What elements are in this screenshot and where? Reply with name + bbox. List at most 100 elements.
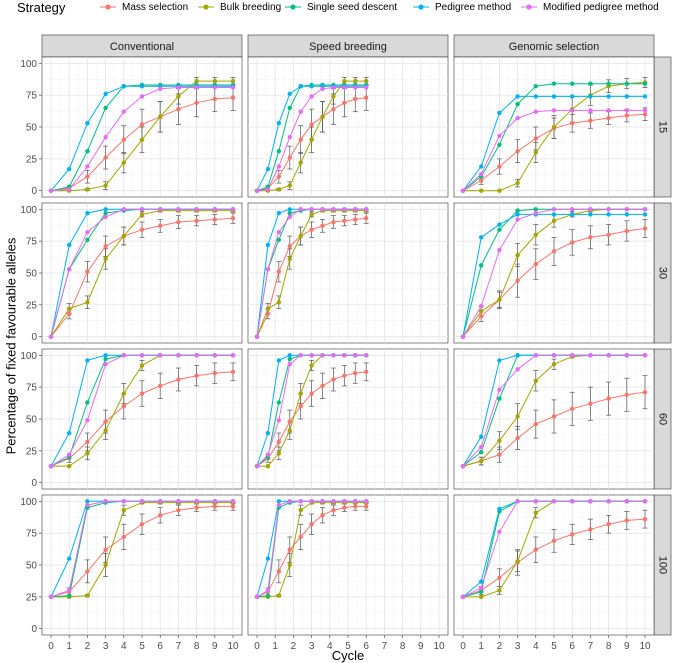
data-point-0 bbox=[67, 311, 72, 316]
data-point-4 bbox=[551, 207, 557, 212]
data-point-4 bbox=[254, 334, 260, 339]
row-strip-label-3: 100 bbox=[657, 556, 669, 574]
data-point-2 bbox=[497, 396, 502, 401]
data-point-0 bbox=[320, 513, 325, 518]
y-tick-label: 0 bbox=[31, 332, 37, 343]
data-point-0 bbox=[588, 235, 593, 240]
data-point-0 bbox=[533, 261, 538, 267]
data-point-4 bbox=[103, 214, 108, 220]
data-point-1 bbox=[139, 137, 145, 142]
data-point-4 bbox=[212, 207, 217, 212]
data-point-4 bbox=[48, 463, 54, 469]
data-point-4 bbox=[570, 353, 575, 358]
data-point-1 bbox=[515, 180, 520, 186]
x-tick-label: 4 bbox=[327, 641, 333, 652]
data-point-0 bbox=[331, 377, 336, 382]
data-point-0 bbox=[121, 534, 127, 540]
data-point-2 bbox=[479, 263, 484, 268]
data-point-0 bbox=[103, 547, 108, 552]
data-point-3 bbox=[479, 235, 484, 240]
data-point-4 bbox=[276, 230, 282, 235]
data-point-4 bbox=[265, 452, 271, 457]
data-point-4 bbox=[85, 418, 90, 423]
data-point-0 bbox=[533, 547, 538, 552]
data-point-2 bbox=[497, 227, 502, 232]
data-point-1 bbox=[309, 137, 314, 142]
data-point-1 bbox=[212, 78, 217, 84]
data-point-4 bbox=[287, 362, 292, 367]
data-point-0 bbox=[298, 404, 303, 409]
data-point-4 bbox=[85, 502, 90, 508]
data-point-4 bbox=[309, 94, 314, 99]
y-tick-label: 100 bbox=[20, 497, 37, 508]
data-point-3 bbox=[67, 242, 72, 248]
data-point-0 bbox=[551, 414, 557, 419]
data-point-4 bbox=[121, 207, 127, 212]
data-point-1 bbox=[320, 114, 325, 120]
data-point-2 bbox=[85, 237, 90, 243]
data-point-3 bbox=[624, 212, 629, 217]
data-point-3 bbox=[265, 242, 271, 248]
data-point-1 bbox=[85, 187, 90, 192]
x-tick-label: 9 bbox=[624, 641, 630, 652]
data-point-2 bbox=[85, 400, 90, 405]
data-point-4 bbox=[588, 499, 593, 504]
data-point-3 bbox=[551, 212, 557, 217]
data-point-4 bbox=[642, 207, 648, 212]
data-point-0 bbox=[309, 522, 314, 527]
data-point-4 bbox=[103, 134, 108, 140]
data-point-4 bbox=[606, 207, 611, 212]
data-point-0 bbox=[353, 370, 358, 376]
data-point-0 bbox=[85, 569, 90, 574]
data-point-3 bbox=[287, 207, 292, 212]
data-point-1 bbox=[287, 256, 292, 262]
data-point-3 bbox=[85, 210, 90, 216]
data-point-3 bbox=[265, 430, 271, 436]
data-point-3 bbox=[85, 120, 90, 126]
data-point-1 bbox=[287, 183, 292, 188]
x-tick-label: 9 bbox=[418, 641, 424, 652]
data-point-0 bbox=[194, 100, 199, 105]
data-point-0 bbox=[642, 112, 648, 117]
column-strip-label-2: Genomic selection bbox=[509, 41, 600, 53]
data-point-4 bbox=[533, 499, 538, 504]
data-point-0 bbox=[533, 136, 538, 141]
data-point-0 bbox=[497, 452, 502, 457]
data-point-4 bbox=[497, 133, 502, 139]
data-point-0 bbox=[121, 137, 127, 142]
data-point-0 bbox=[103, 155, 108, 160]
data-point-2 bbox=[606, 81, 611, 86]
y-tick-label: 50 bbox=[26, 269, 38, 280]
data-point-0 bbox=[331, 508, 336, 513]
data-point-3 bbox=[479, 434, 484, 440]
data-point-1 bbox=[67, 306, 72, 311]
data-point-4 bbox=[212, 85, 217, 90]
data-point-1 bbox=[67, 463, 72, 469]
data-point-4 bbox=[158, 353, 163, 358]
data-point-1 bbox=[85, 300, 90, 305]
data-point-1 bbox=[497, 297, 502, 302]
data-point-4 bbox=[287, 499, 292, 504]
data-point-4 bbox=[606, 499, 611, 504]
data-point-0 bbox=[212, 504, 217, 509]
data-point-4 bbox=[551, 499, 557, 504]
data-point-4 bbox=[320, 86, 325, 91]
data-point-0 bbox=[176, 106, 181, 112]
data-point-1 bbox=[276, 187, 282, 192]
y-tick-label: 0 bbox=[31, 186, 37, 197]
data-point-4 bbox=[460, 334, 466, 339]
data-point-4 bbox=[364, 499, 369, 504]
data-point-3 bbox=[103, 207, 108, 212]
data-point-4 bbox=[479, 171, 484, 177]
x-tick-label: 5 bbox=[551, 641, 557, 652]
data-point-4 bbox=[331, 85, 336, 90]
data-point-0 bbox=[212, 217, 217, 222]
data-point-3 bbox=[606, 94, 611, 99]
x-tick-label: 10 bbox=[227, 641, 239, 652]
x-tick-label: 6 bbox=[157, 641, 163, 652]
data-point-4 bbox=[624, 207, 629, 212]
data-point-2 bbox=[551, 81, 557, 86]
x-tick-label: 7 bbox=[382, 641, 388, 652]
data-point-0 bbox=[85, 269, 90, 274]
data-point-0 bbox=[642, 226, 648, 231]
